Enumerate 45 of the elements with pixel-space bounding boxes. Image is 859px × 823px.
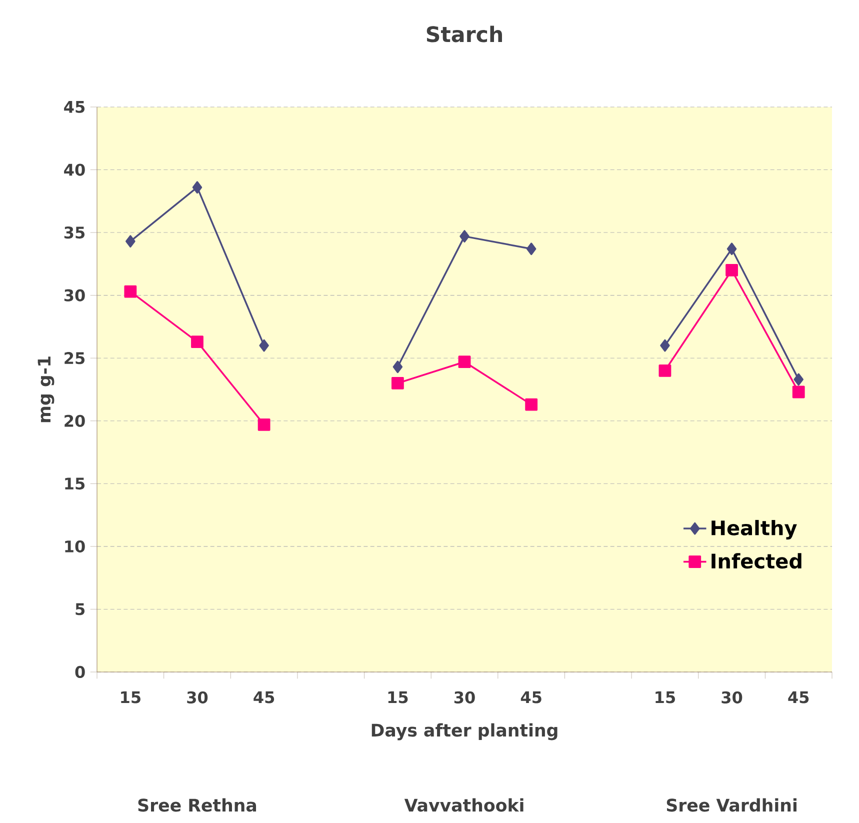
x-axis-title: Days after planting — [372, 723, 558, 740]
x-tick-label: 30 — [187, 691, 208, 704]
point — [525, 398, 538, 411]
y-tick-label: 15 — [65, 478, 85, 490]
text: Sree Rethna — [138, 798, 256, 812]
text: Sree Vardhini — [666, 798, 796, 812]
y-tick-label: 45 — [64, 101, 85, 113]
x-tick-label: 45 — [254, 691, 274, 704]
x-tick-label: 45 — [520, 691, 542, 704]
legend-label: Healthy — [712, 520, 797, 540]
point — [658, 364, 672, 377]
point — [660, 339, 670, 352]
point — [458, 356, 471, 368]
point — [192, 181, 202, 194]
y-tick-label: 40 — [64, 164, 85, 176]
point — [726, 264, 738, 276]
x-tick-label: 45 — [788, 691, 809, 704]
point — [124, 285, 137, 298]
point — [259, 339, 269, 352]
point — [792, 386, 805, 398]
y-axis-title: mg g-1 — [38, 356, 54, 422]
y-tick-label: 30 — [64, 289, 85, 302]
x-tick-label: 15 — [656, 691, 675, 704]
point — [460, 230, 470, 243]
y-tick-label: 35 — [64, 226, 85, 239]
x-tick-label: 15 — [388, 691, 408, 704]
text: Vavvathooki — [404, 798, 524, 812]
point — [726, 242, 737, 256]
legend-label: Infected — [712, 553, 802, 569]
point — [794, 373, 804, 386]
point — [191, 336, 204, 348]
point — [391, 377, 404, 390]
point — [258, 418, 270, 431]
x-tick-label: 30 — [722, 691, 742, 704]
x-tick-label: 30 — [454, 691, 475, 704]
point — [392, 360, 403, 374]
y-tick-label: 10 — [65, 540, 85, 552]
x-tick-label: 15 — [121, 691, 140, 704]
y-tick-label: 25 — [64, 352, 85, 364]
y-tick-label: 0 — [75, 666, 85, 678]
y-tick-label: 20 — [64, 414, 85, 427]
point — [126, 235, 136, 248]
chart-title: Starch — [426, 26, 502, 42]
point — [526, 242, 536, 256]
y-tick-label: 5 — [76, 603, 85, 616]
